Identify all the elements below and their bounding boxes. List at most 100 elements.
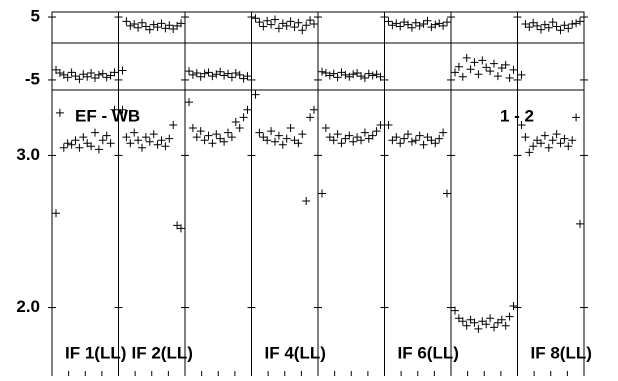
amp-point: [235, 124, 244, 133]
amp-point: [458, 317, 467, 326]
phase-point: [298, 26, 307, 35]
amp-point: [71, 136, 80, 145]
phase-point: [486, 67, 495, 76]
phase-point: [388, 21, 397, 30]
phase-point: [192, 69, 201, 78]
y-tick-label: 5: [31, 7, 40, 26]
phase-point: [478, 56, 487, 65]
amp-point: [419, 140, 428, 149]
amp-point: [239, 113, 248, 122]
phase-point: [482, 63, 491, 72]
amp-point: [470, 318, 479, 327]
phase-point: [341, 70, 350, 79]
phase-point: [407, 23, 416, 32]
phase-point: [349, 70, 358, 79]
amp-point: [392, 133, 401, 142]
phase-point: [329, 69, 338, 78]
phase-point: [568, 19, 577, 28]
phase-point: [501, 60, 510, 69]
phase-point: [466, 65, 475, 74]
phase-point: [263, 16, 272, 25]
amp-point: [521, 133, 530, 142]
amp-point: [396, 139, 405, 148]
amp-point: [255, 128, 264, 137]
phase-point: [55, 69, 64, 78]
amp-point: [188, 124, 197, 133]
y-tick-label: -5: [25, 69, 40, 88]
amp-point: [329, 136, 338, 145]
amp-point: [138, 143, 146, 152]
phase-point: [376, 72, 385, 81]
phase-point: [87, 69, 96, 78]
amp-point: [106, 139, 115, 148]
amp-point: [298, 130, 307, 139]
phase-point: [423, 16, 432, 25]
phase-point: [98, 69, 107, 78]
amp-point: [497, 315, 506, 324]
amp-point: [134, 136, 143, 145]
amp-point: [52, 209, 60, 218]
phase-point: [357, 72, 365, 81]
phase-point: [118, 66, 127, 75]
amp-point: [333, 130, 342, 139]
amp-point: [122, 133, 131, 142]
phase-point: [224, 69, 232, 78]
amp-point: [79, 133, 88, 142]
phase-point: [431, 20, 440, 29]
phase-point: [360, 74, 369, 83]
phase-point: [325, 71, 334, 80]
amp-point: [67, 140, 76, 149]
amp-point: [185, 98, 193, 107]
panel-label: IF 2(LL): [132, 343, 193, 362]
amp-point: [169, 120, 178, 129]
amp-point: [271, 137, 279, 146]
phase-point: [122, 17, 131, 26]
amp-point: [165, 134, 174, 143]
amp-point: [439, 128, 448, 137]
phase-point: [251, 14, 260, 23]
amp-point: [544, 143, 553, 152]
amp-point: [572, 113, 581, 122]
amp-point: [145, 137, 154, 146]
phase-point: [243, 72, 252, 81]
amp-point: [243, 105, 252, 114]
phase-point: [493, 72, 502, 81]
amp-point: [177, 224, 185, 233]
amp-point: [407, 137, 416, 146]
phase-point: [188, 70, 197, 79]
amp-point: [224, 128, 232, 137]
phase-point: [259, 22, 268, 31]
amp-point: [118, 105, 127, 114]
amp-point: [208, 139, 217, 148]
amp-point: [576, 219, 584, 228]
amp-point: [102, 131, 111, 140]
phase-point: [310, 19, 318, 28]
phase-point: [75, 75, 84, 84]
amp-point: [282, 134, 291, 143]
phase-point: [235, 70, 244, 79]
amp-point: [415, 131, 424, 140]
phase-point: [439, 21, 448, 30]
panel-label: IF 6(LL): [398, 343, 459, 362]
phase-point: [462, 53, 471, 62]
panel-label: IF 1(LL): [65, 343, 126, 362]
phase-point: [368, 71, 377, 80]
phase-point: [220, 71, 229, 80]
phase-point: [544, 23, 553, 32]
phase-point: [185, 67, 193, 76]
amp-point: [161, 142, 170, 151]
phase-point: [274, 24, 283, 33]
amp-point: [345, 131, 354, 140]
amp-point: [540, 131, 549, 140]
amp-point: [552, 130, 561, 139]
phase-point: [443, 18, 451, 27]
amp-point: [435, 134, 444, 143]
amp-point: [200, 136, 209, 145]
phase-point: [63, 73, 72, 82]
amp-point: [306, 113, 315, 122]
amp-point: [505, 312, 514, 321]
phase-point: [552, 22, 561, 31]
phase-point: [525, 23, 534, 32]
phase-point: [165, 21, 174, 30]
